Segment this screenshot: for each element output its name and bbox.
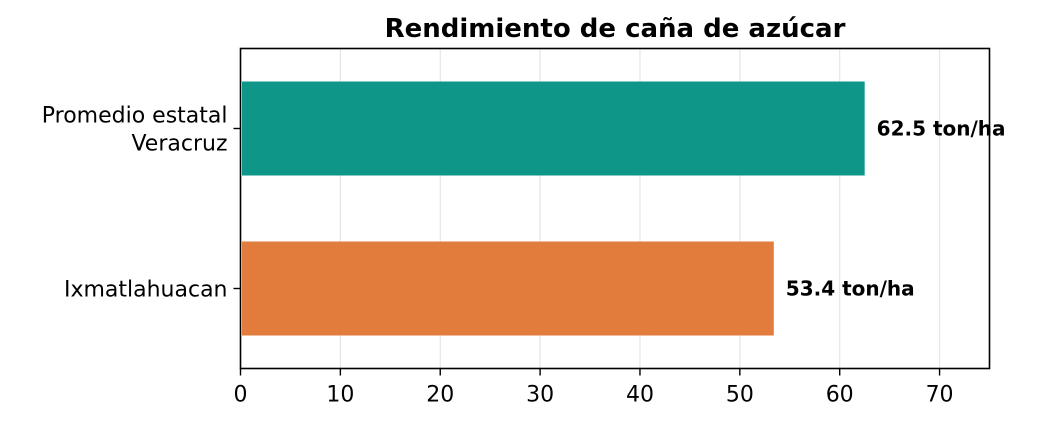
x-tick-label: 70 [926, 383, 954, 408]
x-tick-label: 60 [826, 383, 854, 408]
bar [242, 81, 865, 176]
data-labels: 62.5 ton/ha 53.4 ton/ha [786, 117, 1006, 301]
category-label: Promedio estatal Veracruz [42, 104, 228, 157]
x-tick-label: 20 [426, 383, 454, 408]
plot-frame [239, 47, 991, 370]
bar [242, 241, 774, 336]
data-label: 62.5 ton/ha [877, 117, 1006, 141]
x-tick-label: 10 [326, 383, 354, 408]
x-tick-label: 40 [626, 383, 654, 408]
x-tick-label: 0 [234, 383, 248, 408]
data-label: 53.4 ton/ha [786, 277, 915, 301]
x-tick-label: 30 [526, 383, 554, 408]
x-axis: 0 10 20 30 40 50 60 70 [234, 368, 954, 408]
x-tick-label: 50 [726, 383, 754, 408]
chart-title: Rendimiento de caña de azúcar [385, 14, 846, 44]
category-label: Ixmatlahuacan [64, 278, 228, 303]
bars [242, 81, 865, 336]
y-axis: Promedio estatal Veracruz Ixmatlahuacan [42, 104, 241, 303]
